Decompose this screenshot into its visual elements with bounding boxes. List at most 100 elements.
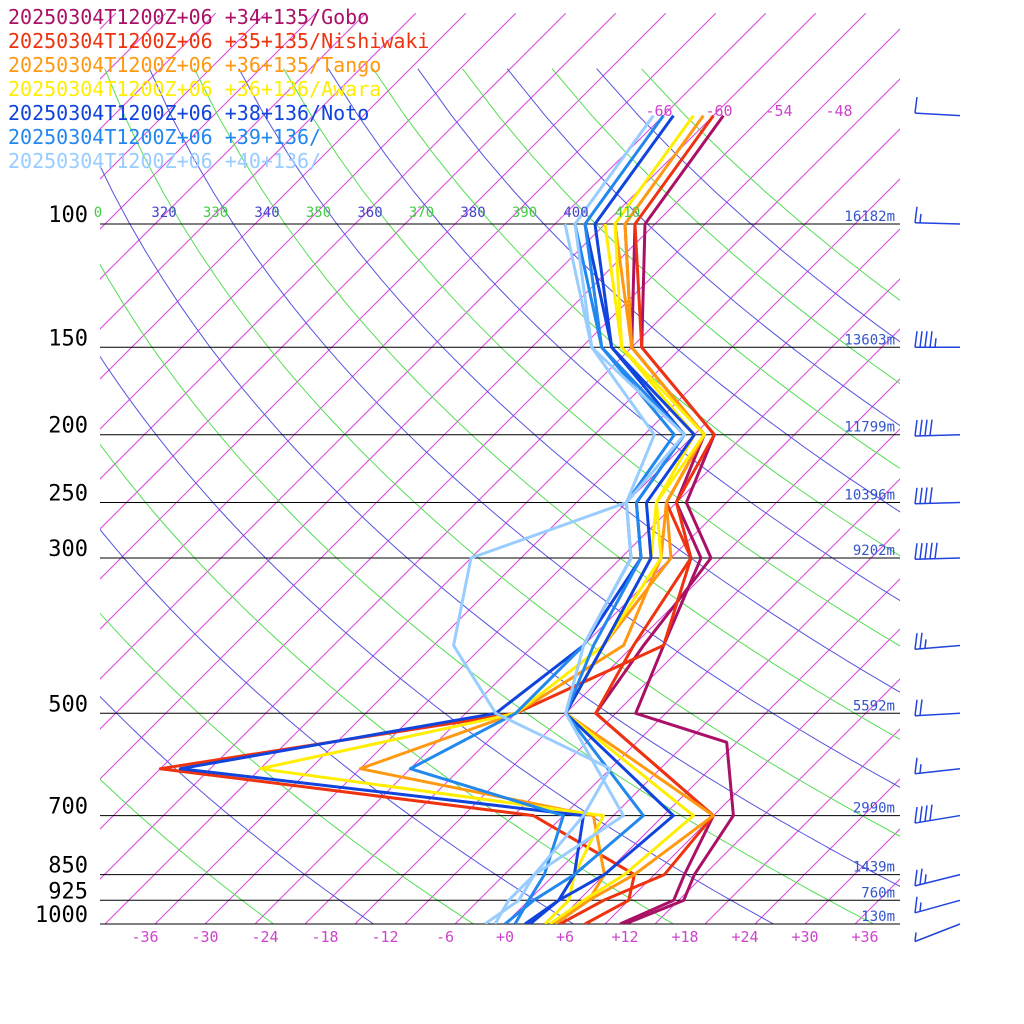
wind-barb-half-flag [914, 932, 917, 942]
wind-barbs [914, 96, 961, 943]
x-tick-label: +12 [611, 928, 638, 946]
dry-adiabat-line [462, 68, 900, 470]
label-layer: 100 16182m 150 13603m 200 11799m 250 10396m 300 9… [35, 102, 895, 946]
wind-barb-half-flag [919, 764, 922, 774]
theta-label: 330 [203, 205, 228, 221]
x-tick-label: -12 [371, 928, 398, 946]
wind-barb [914, 868, 961, 887]
wind-barb-flag [929, 804, 933, 821]
isotherm-line [100, 12, 267, 180]
wind-barb-flag [914, 869, 918, 886]
wind-barb-flag [929, 542, 933, 559]
series-layer [158, 114, 735, 924]
dry-adiabat-line [551, 68, 900, 385]
wind-barb-flag [919, 331, 923, 348]
dry-adiabat-line [417, 68, 900, 513]
dry-adiabat-line [372, 68, 900, 557]
x-tick-label: +0 [496, 928, 514, 946]
wind-barb-flag [929, 487, 933, 504]
isotherm-line [454, 478, 900, 924]
wind-barb-half-flag [924, 874, 927, 884]
x-tick-label: +24 [731, 928, 758, 946]
pressure-label: 925 [48, 879, 88, 904]
wind-barb [914, 331, 960, 349]
isotherm-top-label: -54 [765, 102, 792, 120]
height-label: 11799m [844, 420, 895, 436]
isotherm-line [154, 178, 900, 924]
wind-barb-flag [914, 896, 918, 913]
isotherm-line [404, 428, 900, 924]
height-label: 2990m [853, 801, 895, 817]
isotherm-line [854, 878, 900, 924]
wind-barb-flag [929, 331, 933, 348]
isotherm-line [1005, 13, 1024, 924]
legend-entry: 20250304T1200Z+06 +40+136/ [8, 149, 321, 173]
x-tick-label: +36 [851, 928, 878, 946]
height-label: 5592m [853, 698, 895, 714]
pressure-label: 300 [48, 537, 88, 562]
dry-adiabat-line [100, 528, 574, 924]
dry-adiabat-line [100, 695, 374, 924]
isotherm-line [354, 378, 900, 924]
pressure-label: 250 [48, 482, 88, 507]
dry-adiabat-line [104, 68, 900, 837]
theta-label: 410 [615, 205, 640, 221]
dry-adiabat-line [100, 263, 874, 924]
wind-barb-flag [924, 805, 928, 822]
dry-adiabat-line [148, 68, 900, 788]
temperature-profile [549, 114, 706, 924]
height-label: 13603m [844, 332, 895, 348]
isotherm-line [100, 12, 667, 580]
isotherm-line [905, 13, 1024, 924]
legend: 20250304T1200Z+06 +34+135/Gobo20250304T1… [8, 5, 429, 173]
wind-barb-staff [914, 923, 961, 943]
isotherm-line [604, 628, 900, 924]
isotherm-line [554, 578, 900, 924]
temperature-profile [524, 114, 696, 924]
wind-barb [914, 632, 961, 650]
wind-barb-flag [919, 868, 923, 885]
dry-adiabat-line [283, 68, 900, 647]
wind-barb [914, 487, 961, 505]
pressure-label: 150 [48, 326, 88, 351]
x-tick-label: -6 [436, 928, 454, 946]
isotherm-line [100, 12, 867, 780]
wind-barb-flag [914, 487, 918, 504]
isotherm-line [704, 728, 900, 924]
wind-barb-flag [914, 543, 918, 560]
legend-entry: 20250304T1200Z+06 +39+136/ [8, 125, 321, 149]
wind-barb-staff [914, 644, 961, 650]
wind-barb-staff [914, 767, 961, 775]
legend-entry: 20250304T1200Z+06 +36+135/Tango [8, 53, 381, 77]
isotherm-top-label: -48 [825, 102, 852, 120]
isotherm-line [654, 678, 900, 924]
pressure-label: 850 [48, 854, 88, 879]
legend-entry: 20250304T1200Z+06 +38+136/Noto [8, 101, 369, 125]
wind-barb-flag [919, 487, 923, 504]
wind-barb-staff [914, 899, 961, 914]
pressure-label: 500 [48, 692, 88, 717]
dewpoint-profile [358, 223, 706, 924]
wind-barb-staff [914, 501, 961, 505]
theta-label: 350 [306, 205, 331, 221]
isotherm-line [100, 12, 417, 330]
wind-barb-staff [914, 112, 961, 117]
wind-barb [914, 542, 961, 560]
isotherm-line [304, 328, 900, 924]
dry-adiabat-line [100, 778, 274, 924]
wind-barb-flag [919, 806, 923, 823]
isotherm-line [100, 12, 467, 380]
isotherm-line [254, 278, 900, 924]
wind-barb-flag [919, 419, 923, 436]
isotherm-line [100, 12, 567, 480]
wind-barb-flag [924, 487, 928, 504]
dry-adiabat-line [100, 612, 474, 924]
isotherm-line [100, 12, 617, 530]
wind-barb-flag [914, 331, 918, 348]
wind-barb-flag [934, 542, 938, 559]
wind-barb-flag [914, 699, 918, 716]
height-label: 10396m [844, 488, 895, 504]
wind-barb-flag [924, 419, 928, 436]
theta-label: 380 [460, 205, 485, 221]
